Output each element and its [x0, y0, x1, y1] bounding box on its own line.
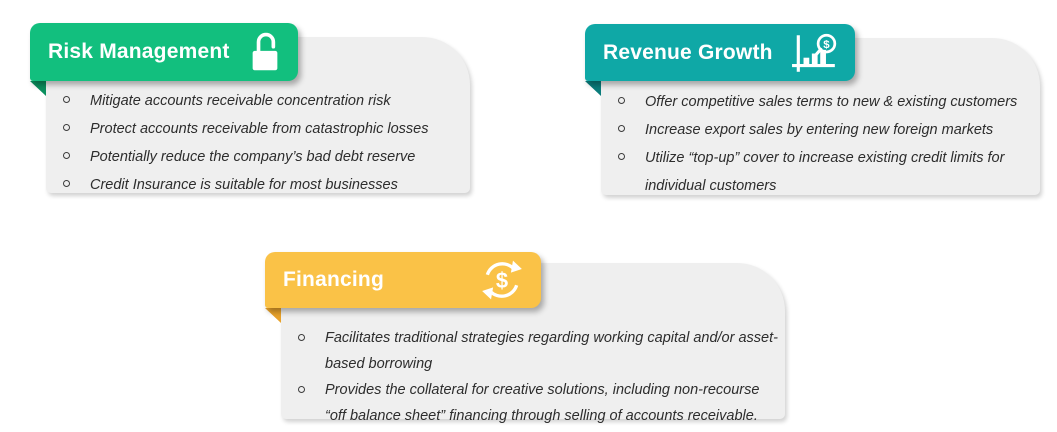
ribbon-fold [30, 81, 46, 96]
svg-text:$: $ [496, 268, 508, 293]
card-title: Risk Management [48, 40, 230, 63]
bullet-item: Mitigate accounts receivable concentrati… [46, 87, 466, 115]
bullet-item: Facilitates traditional strategies regar… [281, 325, 781, 377]
revenue-growth-bullet-list: Offer competitive sales terms to new & e… [601, 38, 1040, 200]
dollar-cycle-icon: $ [479, 257, 525, 303]
bullet-item: Offer competitive sales terms to new & e… [601, 88, 1040, 116]
open-lock-icon [248, 32, 282, 72]
ribbon-fold [265, 308, 281, 323]
card-title: Financing [283, 268, 384, 291]
bar-chart-magnifier-icon: $ [791, 32, 839, 74]
bullet-item: Protect accounts receivable from catastr… [46, 115, 466, 143]
financing-header: Financing $ [265, 252, 541, 308]
financing-panel: Facilitates traditional strategies regar… [281, 263, 785, 424]
card-title: Revenue Growth [603, 40, 773, 64]
bullet-item: Potentially reduce the company’s bad deb… [46, 143, 466, 171]
bullet-item: Utilize “top-up” cover to increase exist… [601, 144, 1040, 200]
financing-bullet-list: Facilitates traditional strategies regar… [281, 263, 785, 429]
revenue-growth-header: Revenue Growth $ [585, 24, 855, 81]
bullet-item: Provides the collateral for creative sol… [281, 377, 781, 429]
risk-management-header: Risk Management [30, 23, 298, 81]
risk-management-bullet-list: Mitigate accounts receivable concentrati… [46, 37, 470, 199]
bullet-item: Increase export sales by entering new fo… [601, 116, 1040, 144]
ribbon-fold [585, 81, 601, 96]
svg-text:$: $ [823, 38, 830, 50]
bullet-item: Credit Insurance is suitable for most bu… [46, 171, 466, 199]
